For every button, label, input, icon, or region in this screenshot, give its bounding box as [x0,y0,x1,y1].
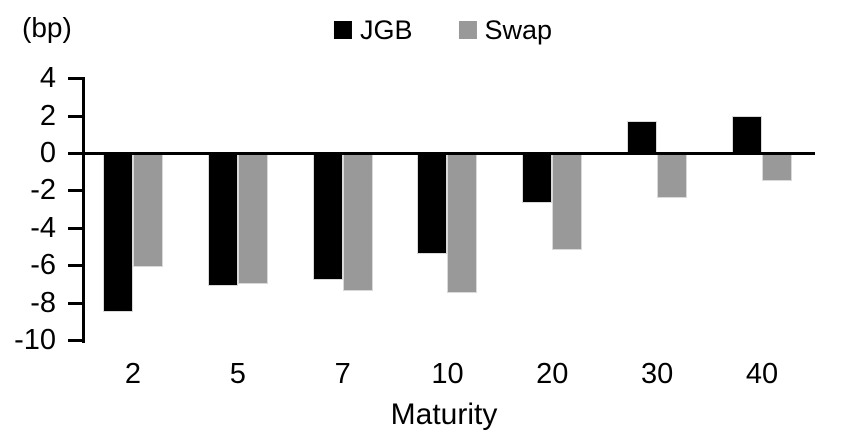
y-tick-label: -10 [14,324,56,356]
bar-swap-40 [761,153,792,182]
bar-jgb-2 [103,153,133,312]
y-tick-label: 0 [39,137,56,169]
bar-jgb-30 [627,121,658,153]
legend-swatch-jgb [333,21,352,39]
bar-swap-30 [657,153,688,198]
x-tick-label: 20 [536,358,569,390]
bar-jgb-20 [522,153,553,204]
y-tick-mark [68,114,85,118]
y-tick-mark [68,189,85,193]
y-axis-unit-label: (bp) [22,12,72,43]
y-tick-mark [68,152,85,155]
legend-label-jgb: JGB [359,15,413,45]
bar-jgb-40 [731,115,762,153]
y-tick-label: 4 [39,62,56,95]
y-tick-mark [68,264,85,268]
y-tick-label: -2 [30,174,56,207]
x-tick-label: 10 [431,358,464,390]
y-tick-mark [68,77,85,81]
legend: JGB Swap [333,15,552,45]
bar-swap-10 [447,153,478,294]
x-axis-title: Maturity [390,398,498,431]
x-tick-label: 5 [229,358,246,390]
bar-swap-2 [133,153,163,268]
zero-line [82,152,815,155]
legend-item-jgb: JGB [333,15,413,45]
y-tick-label: 2 [39,99,56,132]
x-tick-label: 40 [745,358,779,390]
bar-swap-20 [552,153,583,251]
bar-swap-5 [237,153,268,284]
x-tick-label: 7 [334,358,351,390]
bar-swap-7 [342,153,373,292]
bar-jgb-10 [417,153,448,254]
y-axis-line [82,78,85,343]
x-tick-label: 30 [641,358,674,390]
legend-swatch-swap [458,21,477,39]
legend-item-swap: Swap [458,16,552,44]
bar-jgb-7 [312,153,343,281]
y-tick-label: -4 [30,211,56,244]
y-tick-label: -8 [30,286,56,319]
legend-label-swap: Swap [484,15,553,45]
y-tick-mark [68,301,85,305]
y-tick-mark [68,339,85,342]
y-tick-label: -6 [30,249,56,282]
x-tick-label: 2 [124,358,142,390]
bar-jgb-5 [207,153,238,286]
y-tick-mark [68,226,85,230]
